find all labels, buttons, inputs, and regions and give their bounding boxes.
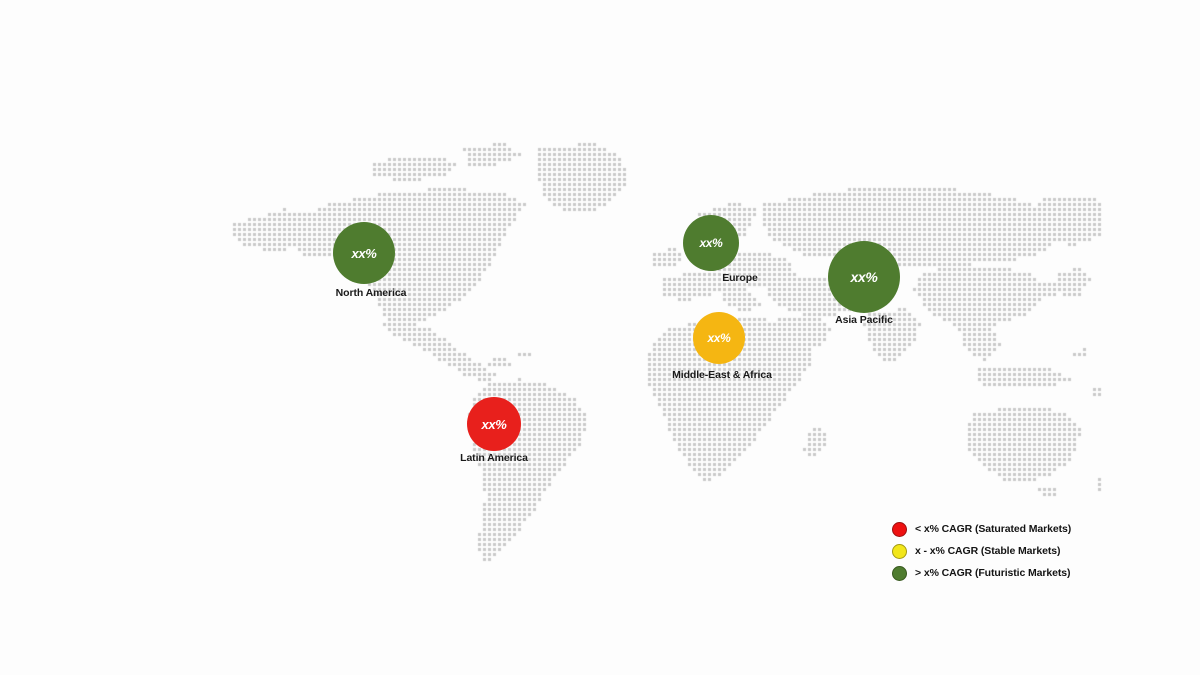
region-label-europe: Europe: [722, 272, 758, 284]
legend-item-stable[interactable]: x - x% CAGR (Stable Markets): [892, 540, 1071, 562]
region-value-asia-pacific: xx%: [850, 269, 878, 285]
legend-dot-stable-icon: [892, 543, 907, 559]
legend-item-futuristic[interactable]: > x% CAGR (Futuristic Markets): [892, 562, 1071, 584]
region-label-middle-east-africa: Middle-East & Africa: [672, 369, 772, 381]
region-bubble-latin-america[interactable]: xx%: [467, 397, 521, 451]
legend-dot-futuristic-icon: [892, 565, 907, 581]
region-value-middle-east-africa: xx%: [707, 331, 731, 345]
legend-dot-saturated-icon: [892, 521, 907, 537]
legend-item-saturated[interactable]: < x% CAGR (Saturated Markets): [892, 518, 1071, 540]
region-bubble-middle-east-africa[interactable]: xx%: [693, 312, 745, 364]
region-value-north-america: xx%: [351, 245, 377, 261]
legend: < x% CAGR (Saturated Markets) x - x% CAGR…: [892, 518, 1071, 584]
region-bubble-asia-pacific[interactable]: xx%: [828, 241, 900, 313]
region-bubble-europe[interactable]: xx%: [683, 215, 739, 271]
legend-label-saturated: < x% CAGR (Saturated Markets): [915, 523, 1072, 535]
region-bubble-north-america[interactable]: xx%: [333, 222, 395, 284]
region-label-latin-america: Latin America: [460, 452, 528, 464]
region-label-north-america: North America: [335, 287, 407, 299]
legend-label-stable: x - x% CAGR (Stable Markets): [915, 545, 1061, 557]
region-value-latin-america: xx%: [481, 416, 507, 432]
region-label-asia-pacific: Asia Pacific: [835, 314, 893, 326]
region-value-europe: xx%: [699, 236, 723, 250]
legend-label-futuristic: > x% CAGR (Futuristic Markets): [915, 567, 1071, 579]
